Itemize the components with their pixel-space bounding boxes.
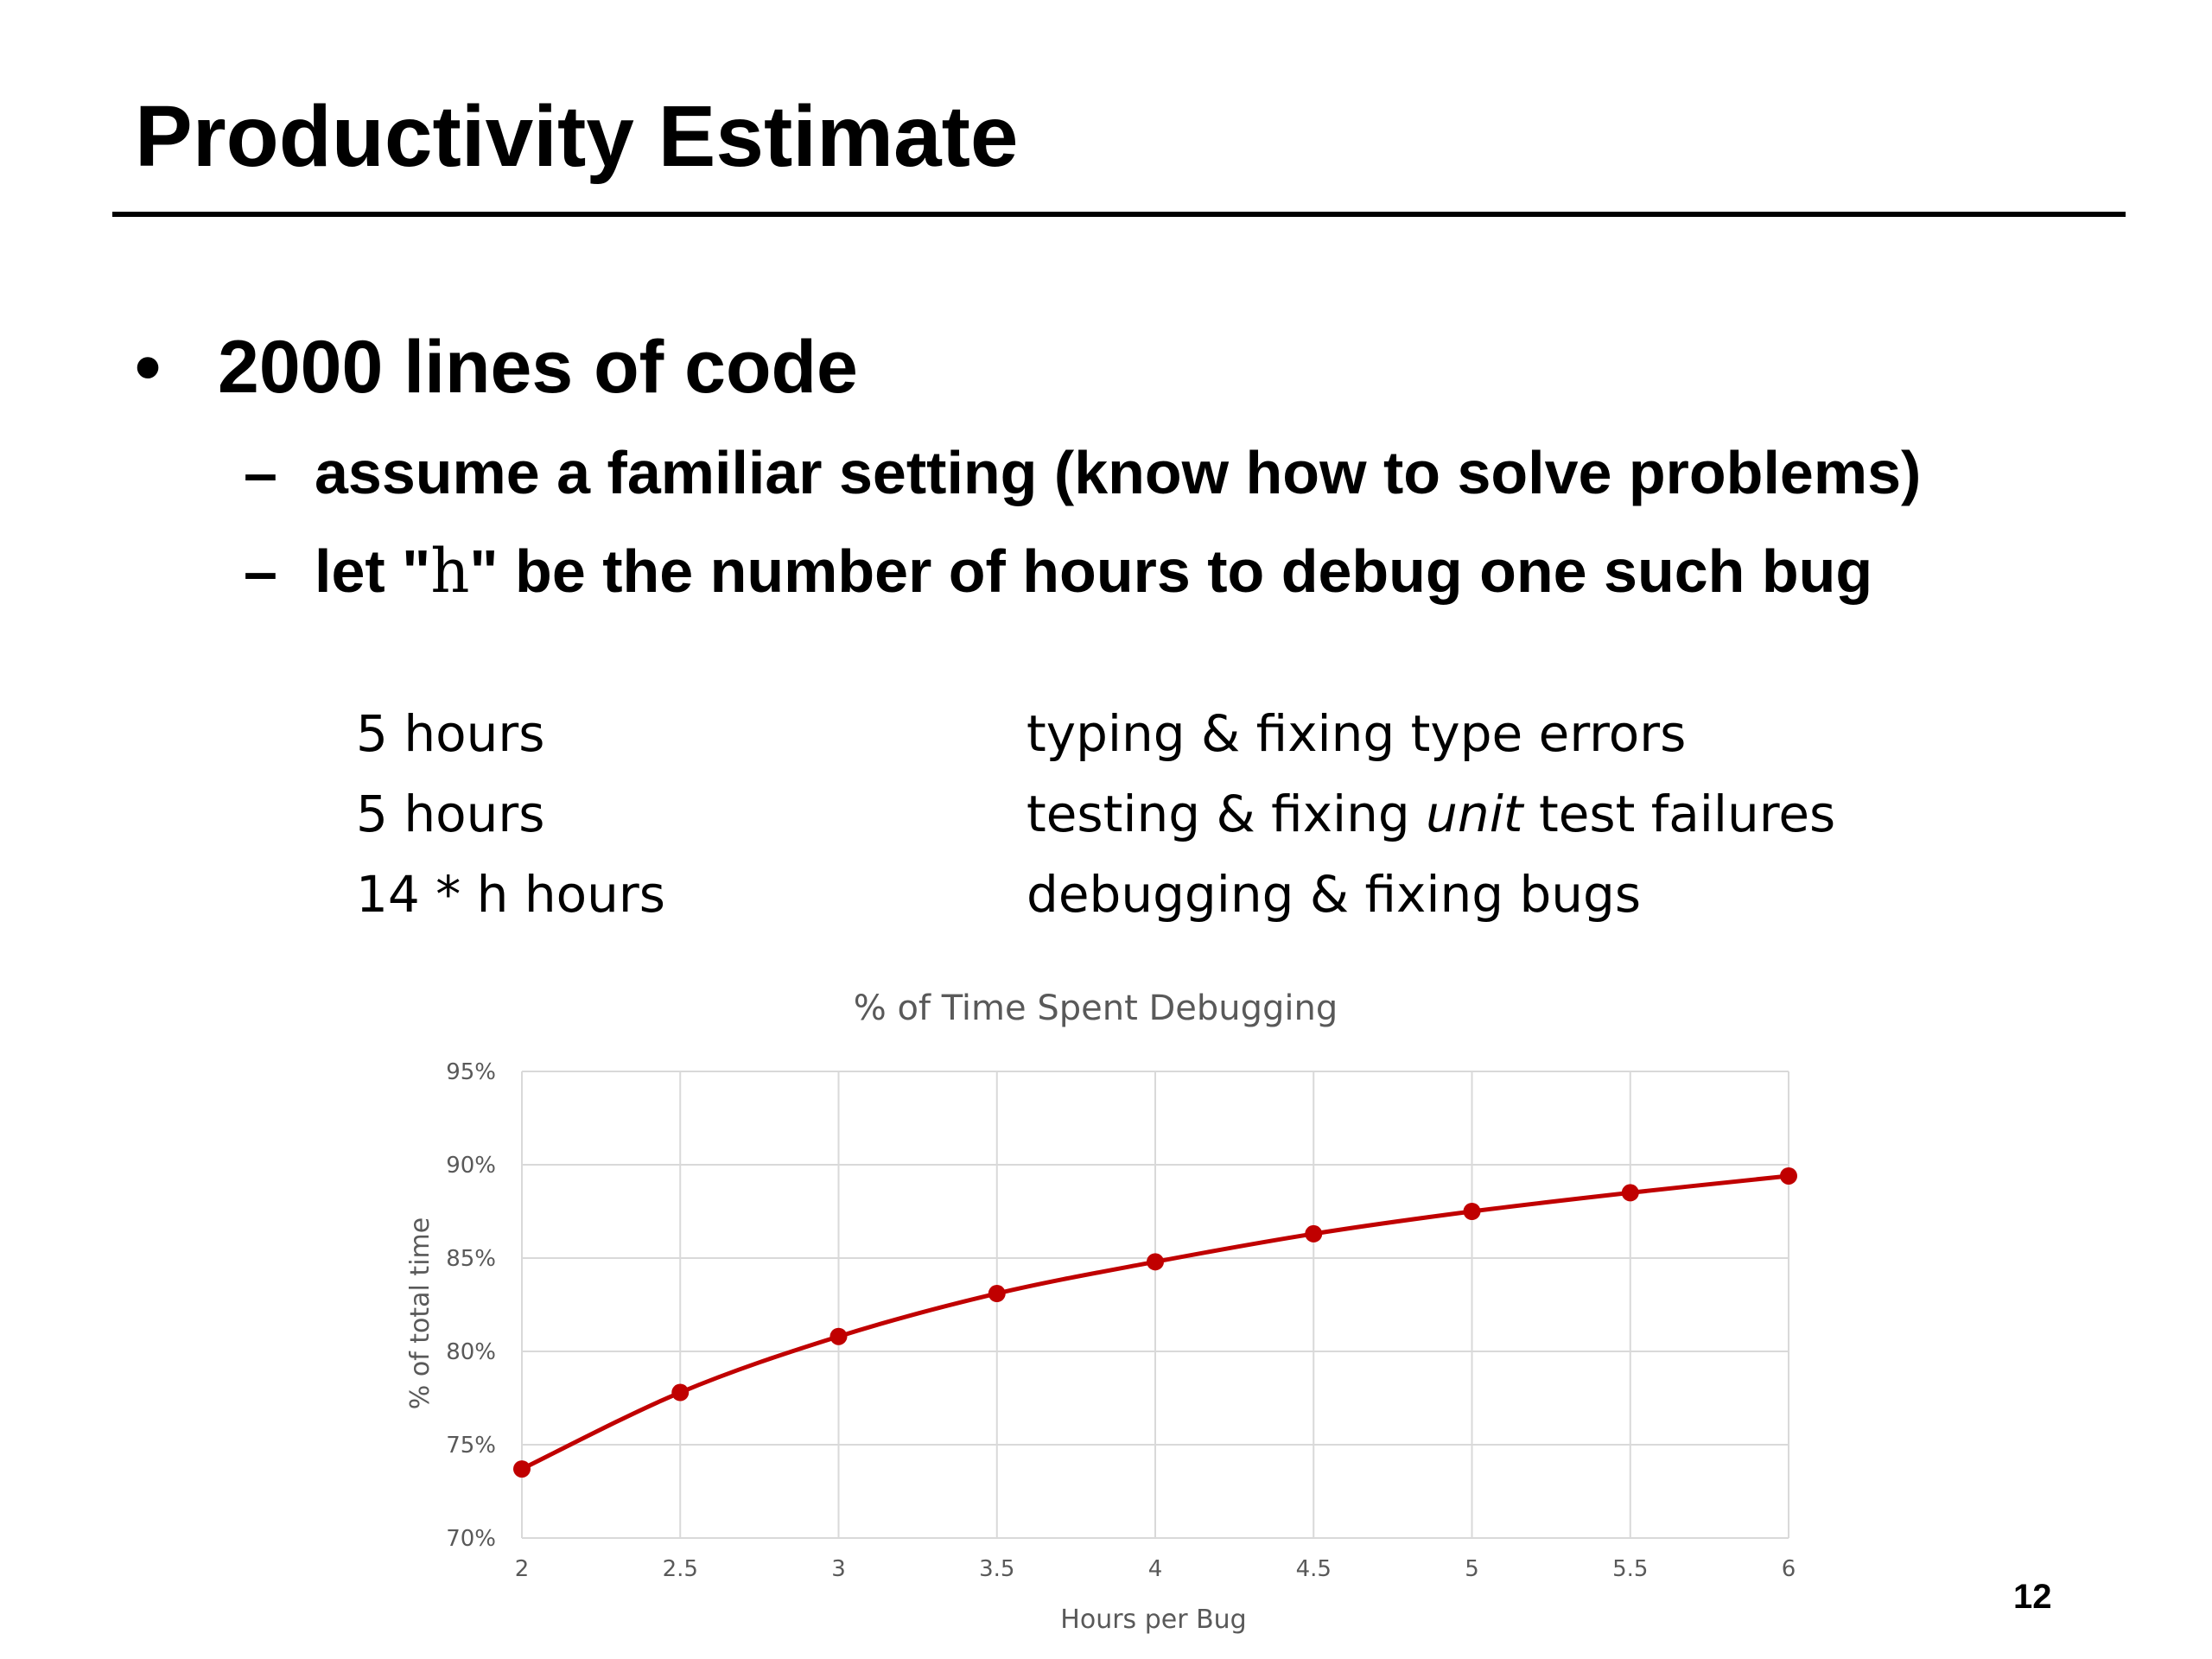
x-tick-label: 5 [1465,1556,1479,1582]
data-point [513,1460,531,1478]
slide-title: Productivity Estimate [135,88,1019,185]
x-tick-label: 3.5 [979,1556,1014,1582]
title-underline [112,212,2126,217]
x-tick-label: 4.5 [1296,1556,1332,1582]
data-point [1463,1203,1481,1220]
estimate-amount: 14 * h hours [356,865,665,924]
bullet-sub-1-text: assume a familiar setting (know how to s… [315,439,1922,506]
estimate-amount: 5 hours [356,785,545,843]
data-point [1621,1184,1639,1202]
data-point [1305,1224,1323,1243]
x-tick-label: 3 [831,1556,846,1582]
estimate-amount: 5 hours [356,704,545,763]
data-point [1780,1166,1797,1185]
y-tick-label: 85% [446,1246,496,1272]
y-axis-label: % of total time [405,1217,435,1409]
estimate-task: typing & fixing type errors [1027,704,1687,763]
x-tick-labels: 2 2.5 3 3.5 4 4.5 5 5.5 6 [515,1556,1796,1582]
estimate-task-post: test failures [1522,785,1836,843]
bullet-sub-2-pre: let " [315,537,431,605]
x-tick-label: 5.5 [1612,1556,1648,1582]
x-tick-label: 4 [1148,1556,1163,1582]
x-tick-label: 6 [1782,1556,1796,1582]
y-tick-label: 70% [446,1526,496,1552]
y-tick-label: 75% [446,1433,496,1459]
page-number: 12 [2013,1578,2052,1616]
x-tick-label: 2 [515,1556,530,1582]
bullet-sub-2-text: let "h" be the number of hours to debug … [315,541,1872,601]
x-gridlines [521,1071,1789,1538]
y-tick-label: 95% [446,1059,496,1085]
bullet-sub-2-post: " be the number of hours to debug one su… [469,537,1873,605]
dash-icon: – [244,439,277,506]
y-tick-label: 90% [446,1153,496,1179]
data-point [671,1383,690,1402]
bullet-dot-icon: • [135,326,162,409]
data-point [1147,1253,1164,1271]
dash-icon: – [244,537,277,605]
variable-h: h [430,536,470,607]
series-points [513,1166,1797,1478]
estimate-task: testing & fixing unit test failures [1027,789,1835,839]
x-axis-label: Hours per Bug [1060,1605,1246,1635]
data-point [830,1327,848,1345]
estimate-task: debugging & fixing bugs [1027,865,1642,924]
estimate-task-emphasis: unit [1426,785,1523,843]
y-tick-labels: 70% 75% 80% 85% 90% 95% [446,1059,496,1552]
bullet-main-text: 2000 lines of code [218,326,858,409]
chart-title: % of Time Spent Debugging [854,988,1338,1028]
estimate-task-pre: testing & fixing [1027,785,1427,843]
y-tick-label: 80% [446,1339,496,1365]
x-tick-label: 2.5 [663,1556,698,1582]
data-point [988,1285,1006,1303]
